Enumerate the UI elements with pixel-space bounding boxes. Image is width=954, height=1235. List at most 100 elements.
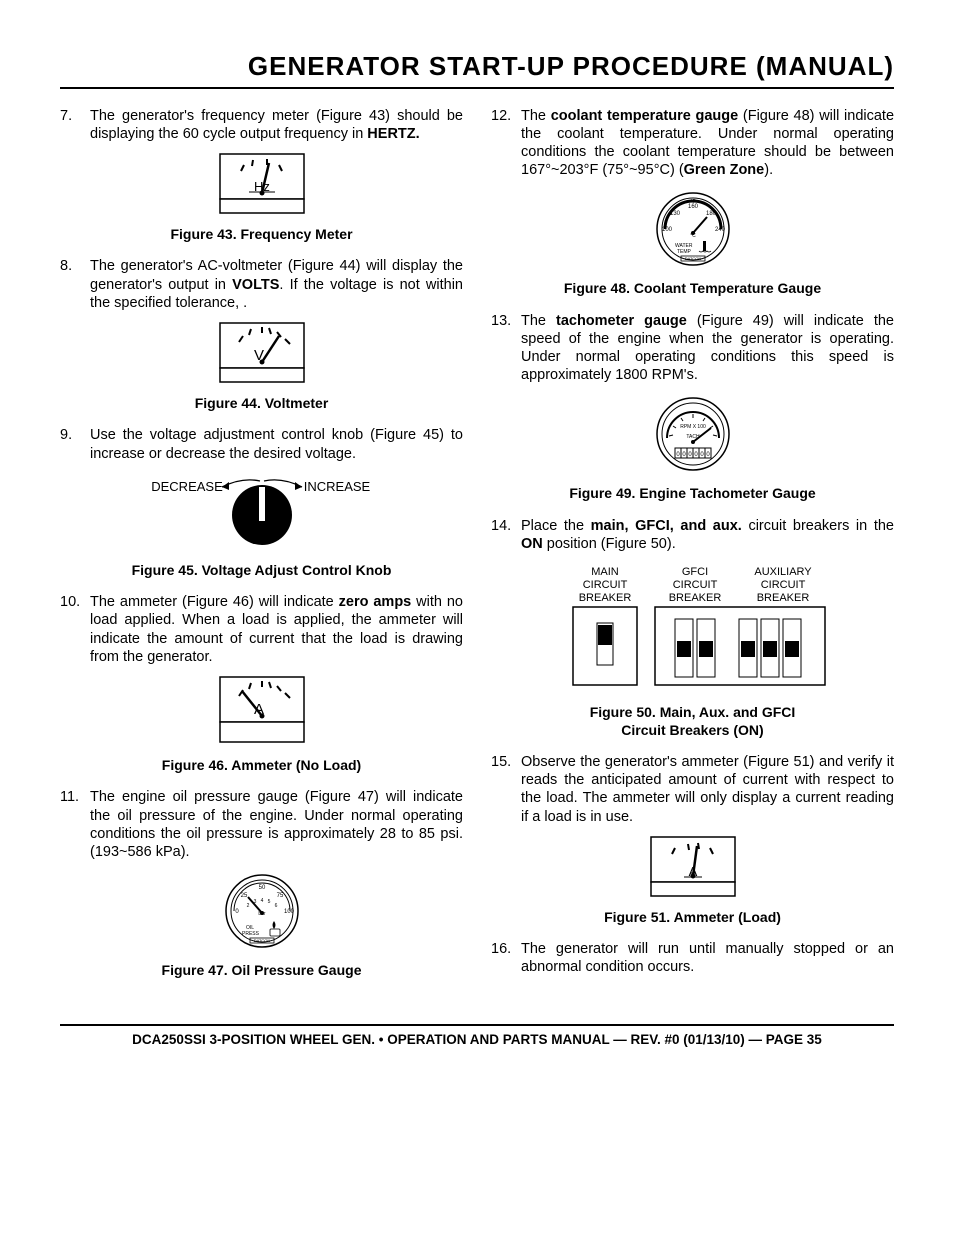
bold: main, GFCI, and aux.: [591, 518, 742, 534]
decrease-label: DECREASE: [151, 479, 223, 494]
step-15: 15. Observe the generator's ammeter (Fig…: [491, 753, 894, 826]
step-body: The generator's AC-voltmeter (Figure 44)…: [90, 257, 463, 311]
gfci-label3: BREAKER: [668, 592, 721, 604]
bold: HERTZ.: [367, 126, 419, 142]
step-body: The generator's frequency meter (Figure …: [90, 107, 463, 143]
page-footer: DCA250SSI 3-POSITION WHEEL GEN. • OPERAT…: [60, 1024, 894, 1049]
ammeter-load-icon: A: [650, 836, 736, 898]
fig50-caption: Figure 50. Main, Aux. and GFCI Circuit B…: [491, 704, 894, 739]
svg-text:RPM X 100: RPM X 100: [680, 424, 706, 430]
fig47-caption: Figure 47. Oil Pressure Gauge: [60, 962, 463, 980]
step-num: 10.: [60, 593, 90, 666]
svg-text:2: 2: [246, 903, 249, 909]
gfci-label2: CIRCUIT: [672, 579, 717, 591]
step-num: 12.: [491, 107, 521, 180]
svg-text:100: 100: [661, 227, 672, 233]
svg-text:75: 75: [276, 893, 283, 899]
increase-label: INCREASE: [303, 479, 370, 494]
svg-text:°F: °F: [690, 199, 695, 205]
tachometer-gauge-icon: RPM X 100 TACH 000000: [643, 394, 743, 474]
right-column: 12. The coolant temperature gauge (Figur…: [491, 107, 894, 994]
svg-text:6: 6: [274, 903, 277, 909]
step-body: The engine oil pressure gauge (Figure 47…: [90, 788, 463, 861]
svg-text:25: 25: [240, 893, 247, 899]
text: Place the: [521, 518, 591, 534]
main-label3: BREAKER: [578, 592, 631, 604]
svg-text:5: 5: [267, 899, 270, 905]
svg-text:A: A: [253, 701, 263, 718]
fig48-caption: Figure 48. Coolant Temperature Gauge: [491, 280, 894, 298]
figure-44: V: [60, 322, 463, 389]
figure-51: A: [491, 836, 894, 903]
svg-text:PRESS: PRESS: [242, 931, 260, 937]
figure-48: 100 130 160 180 240 °F °C WATER TEMP DAT…: [491, 189, 894, 274]
fig45-caption: Figure 45. Voltage Adjust Control Knob: [60, 562, 463, 580]
aux-label2: CIRCUIT: [760, 579, 805, 591]
fig44-caption: Figure 44. Voltmeter: [60, 395, 463, 413]
voltmeter-icon: V: [219, 322, 305, 384]
step-8: 8. The generator's AC-voltmeter (Figure …: [60, 257, 463, 311]
text: ).: [764, 162, 773, 178]
step-11: 11. The engine oil pressure gauge (Figur…: [60, 788, 463, 861]
voltage-knob-icon: DECREASE INCREASE: [117, 473, 407, 551]
page-title: GENERATOR START-UP PROCEDURE (MANUAL): [60, 50, 894, 89]
fig43-caption: Figure 43. Frequency Meter: [60, 226, 463, 244]
svg-text:DATCON: DATCON: [684, 256, 701, 261]
text: The: [521, 108, 551, 124]
step-10: 10. The ammeter (Figure 46) will indicat…: [60, 593, 463, 666]
step-body: The ammeter (Figure 46) will indicate ze…: [90, 593, 463, 666]
step-body: The coolant temperature gauge (Figure 48…: [521, 107, 894, 180]
step-num: 14.: [491, 517, 521, 553]
figure-49: RPM X 100 TACH 000000: [491, 394, 894, 479]
figure-50: MAIN CIRCUIT BREAKER GFCI CIRCUIT BREAKE…: [491, 563, 894, 698]
circuit-breakers-icon: MAIN CIRCUIT BREAKER GFCI CIRCUIT BREAKE…: [543, 563, 843, 693]
step-num: 11.: [60, 788, 90, 861]
svg-text:130: 130: [669, 211, 680, 217]
content-columns: 7. The generator's frequency meter (Figu…: [60, 107, 894, 994]
svg-text:240: 240: [714, 227, 725, 233]
svg-text:180: 180: [705, 211, 716, 217]
oil-pressure-gauge-icon: 0 25 50 75 100 23456 bar OIL PRESS DATCO…: [212, 871, 312, 951]
step-num: 8.: [60, 257, 90, 311]
svg-text:100: 100: [283, 909, 294, 915]
text: Figure 50. Main, Aux. and GFCI: [590, 704, 796, 720]
step-num: 13.: [491, 312, 521, 385]
svg-text:DATCON: DATCON: [253, 938, 270, 943]
text: The ammeter (Figure 46) will indicate: [90, 594, 339, 610]
step-body: Use the voltage adjustment control knob …: [90, 426, 463, 462]
aux-label3: BREAKER: [756, 592, 809, 604]
fig51-caption: Figure 51. Ammeter (Load): [491, 909, 894, 927]
text: Circuit Breakers (ON): [621, 722, 763, 738]
bold: tachometer gauge: [556, 313, 687, 329]
fig46-caption: Figure 46. Ammeter (No Load): [60, 757, 463, 775]
svg-text:4: 4: [260, 898, 263, 904]
svg-text:V: V: [253, 347, 263, 364]
gfci-label1: GFCI: [681, 566, 707, 578]
step-body: Place the main, GFCI, and aux. circuit b…: [521, 517, 894, 553]
svg-text:TEMP: TEMP: [677, 249, 692, 255]
step-14: 14. Place the main, GFCI, and aux. circu…: [491, 517, 894, 553]
figure-45: DECREASE INCREASE: [60, 473, 463, 556]
left-column: 7. The generator's frequency meter (Figu…: [60, 107, 463, 994]
step-body: Observe the generator's ammeter (Figure …: [521, 753, 894, 826]
aux-label1: AUXILIARY: [754, 566, 812, 578]
step-body: The generator will run until manually st…: [521, 940, 894, 976]
bold: Green Zone: [684, 162, 765, 178]
step-num: 16.: [491, 940, 521, 976]
bold: zero amps: [339, 594, 412, 610]
figure-43: Hz: [60, 153, 463, 220]
step-12: 12. The coolant temperature gauge (Figur…: [491, 107, 894, 180]
coolant-gauge-icon: 100 130 160 180 240 °F °C WATER TEMP DAT…: [643, 189, 743, 269]
svg-text:50: 50: [258, 885, 265, 891]
text: position (Figure 50).: [543, 536, 676, 552]
step-9: 9. Use the voltage adjustment control kn…: [60, 426, 463, 462]
main-label2: CIRCUIT: [582, 579, 627, 591]
step-13: 13. The tachometer gauge (Figure 49) wil…: [491, 312, 894, 385]
text: The: [521, 313, 556, 329]
figure-47: 0 25 50 75 100 23456 bar OIL PRESS DATCO…: [60, 871, 463, 956]
step-num: 15.: [491, 753, 521, 826]
step-num: 9.: [60, 426, 90, 462]
fig49-caption: Figure 49. Engine Tachometer Gauge: [491, 485, 894, 503]
bold: ON: [521, 536, 543, 552]
bold: coolant temperature gauge: [551, 108, 738, 124]
